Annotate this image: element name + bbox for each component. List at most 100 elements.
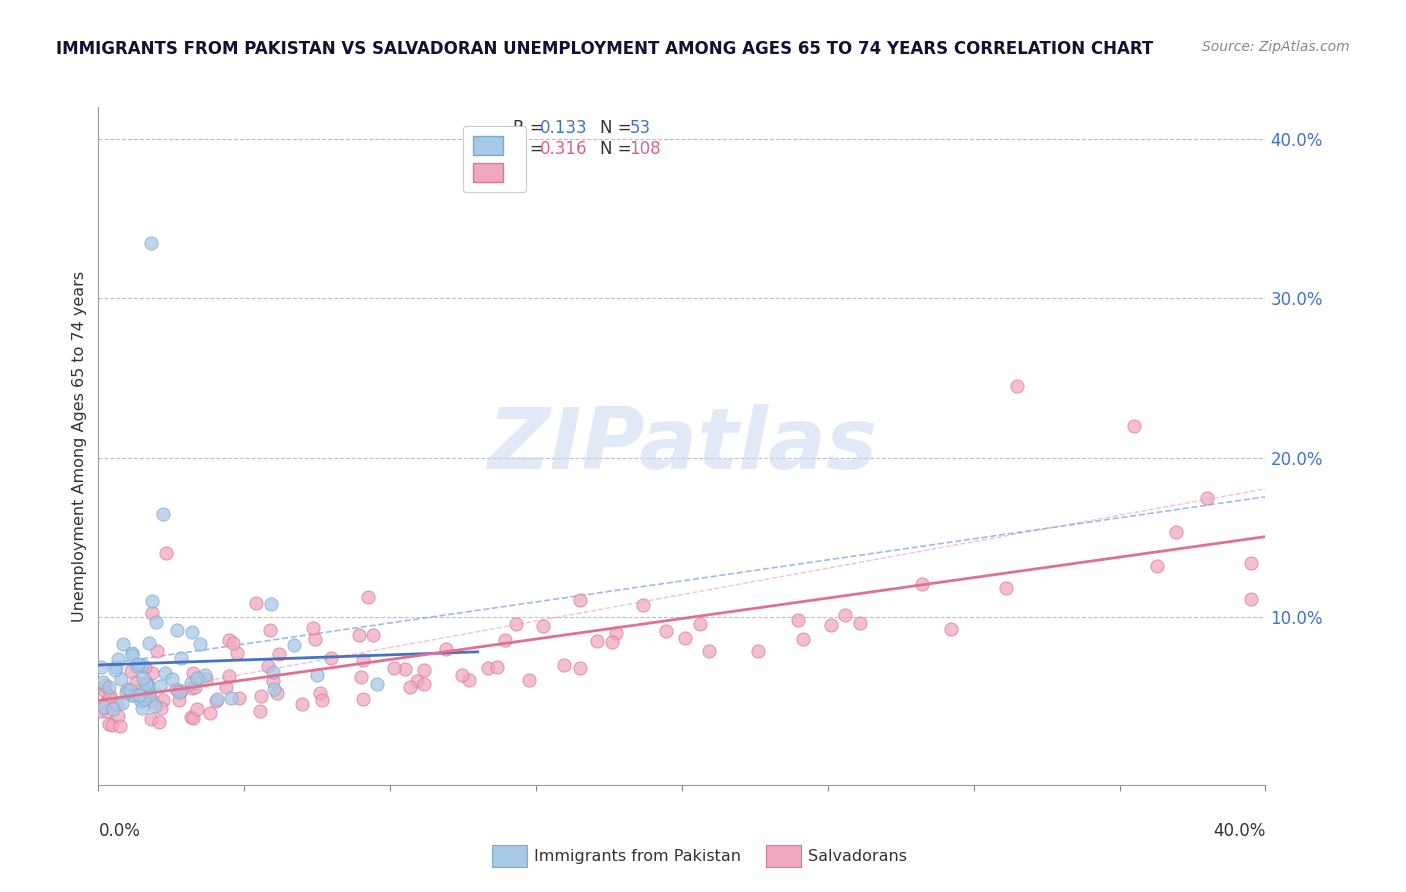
Point bbox=[129, 694, 152, 708]
Point bbox=[136, 678, 159, 692]
Point bbox=[218, 669, 240, 683]
Point bbox=[477, 661, 499, 675]
Point bbox=[820, 618, 842, 632]
Point bbox=[98, 689, 121, 703]
Point bbox=[181, 624, 204, 639]
Point bbox=[413, 677, 436, 691]
Text: Immigrants from Pakistan: Immigrants from Pakistan bbox=[534, 849, 741, 863]
Point bbox=[97, 688, 120, 702]
Point bbox=[184, 680, 207, 694]
Point bbox=[90, 698, 112, 712]
Point bbox=[257, 659, 280, 673]
Point bbox=[834, 607, 856, 622]
Point bbox=[553, 657, 575, 672]
Point bbox=[357, 591, 380, 605]
Point bbox=[98, 716, 121, 731]
Point bbox=[120, 683, 142, 698]
Point bbox=[605, 625, 627, 640]
Point bbox=[138, 635, 160, 649]
Point bbox=[1146, 559, 1168, 574]
Text: Source: ZipAtlas.com: Source: ZipAtlas.com bbox=[1202, 40, 1350, 54]
Point bbox=[167, 685, 190, 699]
Point bbox=[186, 702, 208, 716]
Point bbox=[107, 709, 129, 723]
Point bbox=[138, 684, 160, 698]
Point bbox=[1240, 556, 1263, 570]
Point bbox=[152, 507, 174, 521]
Text: 0.316: 0.316 bbox=[540, 140, 588, 158]
Point bbox=[215, 681, 238, 695]
Point bbox=[250, 689, 273, 703]
Point bbox=[101, 702, 124, 716]
Point bbox=[302, 622, 325, 636]
Point bbox=[94, 684, 117, 698]
Point bbox=[382, 661, 405, 675]
Point bbox=[134, 692, 156, 706]
Point bbox=[911, 576, 934, 591]
Point bbox=[181, 681, 204, 696]
Point bbox=[568, 592, 591, 607]
Point bbox=[115, 686, 138, 700]
Point bbox=[121, 648, 143, 662]
Point bbox=[104, 663, 127, 677]
Point bbox=[104, 659, 127, 673]
Point bbox=[148, 714, 170, 729]
Point bbox=[181, 665, 204, 680]
Point bbox=[121, 689, 143, 703]
Point bbox=[139, 235, 162, 250]
Point bbox=[436, 642, 458, 657]
Point bbox=[143, 698, 166, 713]
Point bbox=[228, 691, 250, 706]
Point bbox=[112, 638, 135, 652]
Y-axis label: Unemployment Among Ages 65 to 74 years: Unemployment Among Ages 65 to 74 years bbox=[72, 270, 87, 622]
Point bbox=[122, 688, 145, 702]
Point bbox=[93, 700, 115, 714]
Point bbox=[141, 666, 163, 681]
Point bbox=[655, 624, 678, 638]
Point bbox=[304, 632, 326, 646]
Point bbox=[134, 660, 156, 674]
Point bbox=[531, 619, 554, 633]
Text: 53: 53 bbox=[630, 119, 651, 137]
Point bbox=[180, 709, 202, 723]
Point bbox=[135, 674, 157, 689]
Point bbox=[131, 701, 153, 715]
Point bbox=[93, 675, 115, 690]
Point bbox=[141, 606, 163, 620]
Point bbox=[747, 644, 769, 658]
Point bbox=[115, 681, 138, 696]
Point bbox=[494, 632, 516, 647]
Point bbox=[413, 663, 436, 677]
Text: R =: R = bbox=[513, 119, 548, 137]
Point bbox=[127, 658, 149, 673]
Point bbox=[366, 676, 388, 690]
Text: 40.0%: 40.0% bbox=[1213, 822, 1265, 840]
Point bbox=[205, 694, 228, 708]
Point bbox=[259, 623, 281, 637]
Point bbox=[129, 682, 152, 697]
Point bbox=[170, 683, 193, 698]
Point bbox=[394, 662, 416, 676]
Point bbox=[994, 581, 1017, 595]
Point bbox=[283, 639, 305, 653]
Point bbox=[245, 596, 267, 610]
Text: ZIPatlas: ZIPatlas bbox=[486, 404, 877, 488]
Point bbox=[131, 658, 153, 673]
Point bbox=[849, 616, 872, 631]
Point bbox=[263, 681, 285, 696]
Point bbox=[309, 685, 332, 699]
Point bbox=[141, 594, 163, 608]
Text: N =: N = bbox=[600, 119, 637, 137]
Point bbox=[128, 688, 150, 702]
Text: 108: 108 bbox=[630, 140, 661, 158]
Point bbox=[450, 667, 472, 681]
Point bbox=[697, 644, 720, 658]
Point bbox=[90, 704, 112, 718]
Point bbox=[180, 676, 202, 690]
Point bbox=[105, 697, 128, 711]
Point bbox=[458, 673, 481, 687]
Point bbox=[96, 704, 118, 718]
Point bbox=[160, 673, 183, 687]
Point bbox=[1123, 419, 1146, 434]
Point bbox=[600, 635, 623, 649]
